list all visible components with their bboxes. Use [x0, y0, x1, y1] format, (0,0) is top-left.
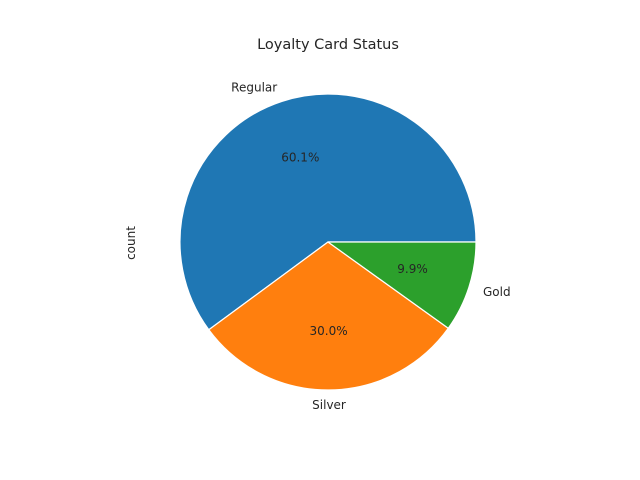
category-label-regular: Regular	[231, 80, 277, 94]
pie-slice-silver	[208, 241, 449, 391]
percent-label-regular: 60.1%	[281, 151, 319, 165]
category-label-gold: Gold	[483, 285, 511, 299]
pie-slice-gold	[327, 241, 477, 329]
category-label-silver: Silver	[312, 398, 346, 412]
percent-label-silver: 30.0%	[309, 324, 347, 338]
pie-slices	[179, 93, 477, 391]
pie-labels: Regular 60.1% Silver 30.0% Gold 9.9%	[231, 80, 510, 411]
pie-slice-regular	[179, 93, 477, 331]
chart-title: Loyalty Card Status	[257, 37, 399, 53]
percent-label-gold: 9.9%	[397, 262, 428, 276]
y-axis-label: count	[124, 226, 138, 260]
